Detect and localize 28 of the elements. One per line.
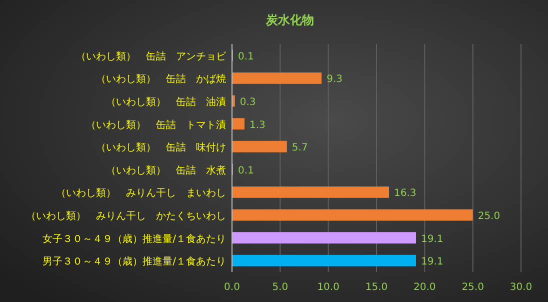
y-tick-label: （いわし類） 缶詰 トマト漬 [86,118,226,131]
x-tick-label: 5.0 [272,282,288,293]
y-tick-label: （いわし類） みりん干し かたくちいわし [26,210,226,222]
x-tick-label: 25.0 [462,282,484,293]
data-label: 5.7 [292,142,308,154]
data-label: 0.3 [240,97,256,108]
data-label: 1.3 [250,120,266,131]
y-tick-label: 女子３０～４９（歳）推進量/１食あたり [42,232,226,245]
data-label: 25.0 [478,211,500,222]
data-label: 9.3 [326,74,342,86]
y-tick-label: （いわし類） 缶詰 味付け [96,142,226,154]
data-label: 19.1 [420,234,444,245]
y-tick-label: 男子３０～４９（歳）推進量/１食あたり [42,256,226,268]
y-tick-label: （いわし類） 缶詰 かば焼 [96,73,226,86]
y-tick-label: （いわし類） 缶詰 アンチョビ [76,50,227,62]
x-tick-label: 10.0 [317,282,340,293]
x-tick-label: 15.0 [365,282,388,293]
y-tick-label: （いわし類） 缶詰 水煮 [106,164,226,176]
data-label: 19.1 [420,256,444,268]
x-tick-label: 0.0 [224,282,240,293]
y-tick-label: （いわし類） みりん干し まいわし [56,187,226,200]
data-label: 0.1 [238,165,254,176]
data-label: 16.3 [394,188,416,200]
data-label: 0.1 [238,51,254,62]
x-tick-label: 30.0 [510,282,532,293]
x-tick-label: 20.0 [414,282,436,293]
y-tick-label: （いわし類） 缶詰 油漬 [106,96,226,108]
chart-title: 炭水化物 [265,13,314,27]
